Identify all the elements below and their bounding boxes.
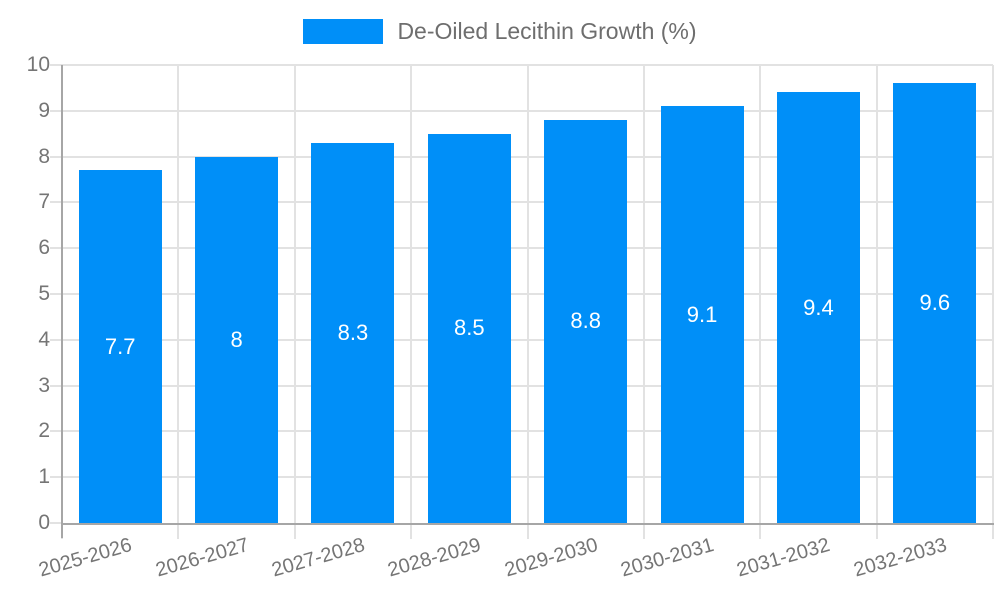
x-axis-tick bbox=[177, 523, 180, 539]
y-axis-label: 8 bbox=[38, 144, 50, 168]
grid-line-vertical bbox=[759, 65, 762, 523]
bar[interactable]: 9.4 bbox=[776, 92, 860, 523]
bar-value-label: 9.1 bbox=[686, 301, 718, 327]
x-axis-tick bbox=[293, 523, 296, 539]
x-axis-tick bbox=[759, 523, 762, 539]
y-axis-label: 10 bbox=[26, 53, 50, 76]
bar[interactable]: 8 bbox=[195, 156, 279, 523]
y-axis-tick bbox=[50, 155, 62, 158]
legend-item[interactable]: De-Oiled Lecithin Growth (%) bbox=[303, 18, 697, 45]
y-axis-tick bbox=[50, 384, 62, 387]
grid-line-vertical bbox=[177, 65, 180, 523]
x-axis-tick bbox=[642, 523, 645, 539]
bar-value-label: 8.5 bbox=[454, 315, 485, 341]
x-axis-tick bbox=[526, 523, 529, 539]
y-axis-tick bbox=[50, 201, 62, 204]
y-axis-label: 5 bbox=[38, 282, 50, 305]
y-axis-tick bbox=[50, 430, 62, 433]
bar[interactable]: 8.3 bbox=[311, 142, 395, 523]
bar-value-label: 8.8 bbox=[570, 308, 601, 334]
grid-line-vertical bbox=[875, 65, 878, 523]
chart-legend: De-Oiled Lecithin Growth (%) bbox=[0, 18, 1000, 45]
y-axis-tick bbox=[50, 476, 62, 479]
y-axis-tick bbox=[50, 247, 62, 250]
y-axis-label: 9 bbox=[38, 98, 50, 122]
y-axis-label: 1 bbox=[38, 465, 50, 489]
grid-line-vertical bbox=[293, 65, 296, 523]
x-axis-baseline bbox=[61, 523, 994, 525]
y-axis-line bbox=[61, 65, 63, 538]
bar-value-label: 8 bbox=[230, 326, 243, 352]
bar-value-label: 9.6 bbox=[919, 290, 951, 316]
bar[interactable]: 9.6 bbox=[893, 83, 977, 523]
grid-line-vertical bbox=[526, 65, 529, 523]
grid-line-vertical bbox=[992, 65, 994, 523]
x-axis-tick bbox=[992, 523, 994, 539]
bar-value-label: 7.7 bbox=[104, 333, 136, 359]
y-axis-label: 2 bbox=[38, 419, 50, 443]
grid-line-vertical bbox=[642, 65, 645, 523]
y-axis-label: 3 bbox=[38, 373, 50, 397]
y-axis-tick bbox=[50, 338, 62, 341]
bar[interactable]: 9.1 bbox=[660, 106, 744, 523]
x-axis-tick bbox=[875, 523, 878, 539]
bar[interactable]: 8.5 bbox=[427, 133, 511, 523]
y-axis-tick bbox=[50, 64, 62, 66]
legend-label: De-Oiled Lecithin Growth (%) bbox=[397, 18, 697, 44]
y-axis-label: 4 bbox=[38, 327, 50, 351]
y-axis-tick bbox=[50, 109, 62, 112]
y-axis-label: 0 bbox=[38, 511, 50, 534]
y-axis-tick bbox=[50, 293, 62, 295]
legend-swatch-icon bbox=[303, 19, 384, 44]
bar[interactable]: 8.8 bbox=[544, 119, 628, 523]
bar-value-label: 9.4 bbox=[803, 294, 834, 320]
y-axis-tick bbox=[50, 522, 62, 524]
y-axis-label: 7 bbox=[38, 190, 50, 214]
bar[interactable]: 7.7 bbox=[78, 170, 162, 523]
y-axis-label: 6 bbox=[38, 236, 50, 260]
x-axis-tick bbox=[410, 523, 413, 539]
bar-value-label: 8.3 bbox=[337, 319, 369, 345]
grid-line-vertical bbox=[410, 65, 413, 523]
